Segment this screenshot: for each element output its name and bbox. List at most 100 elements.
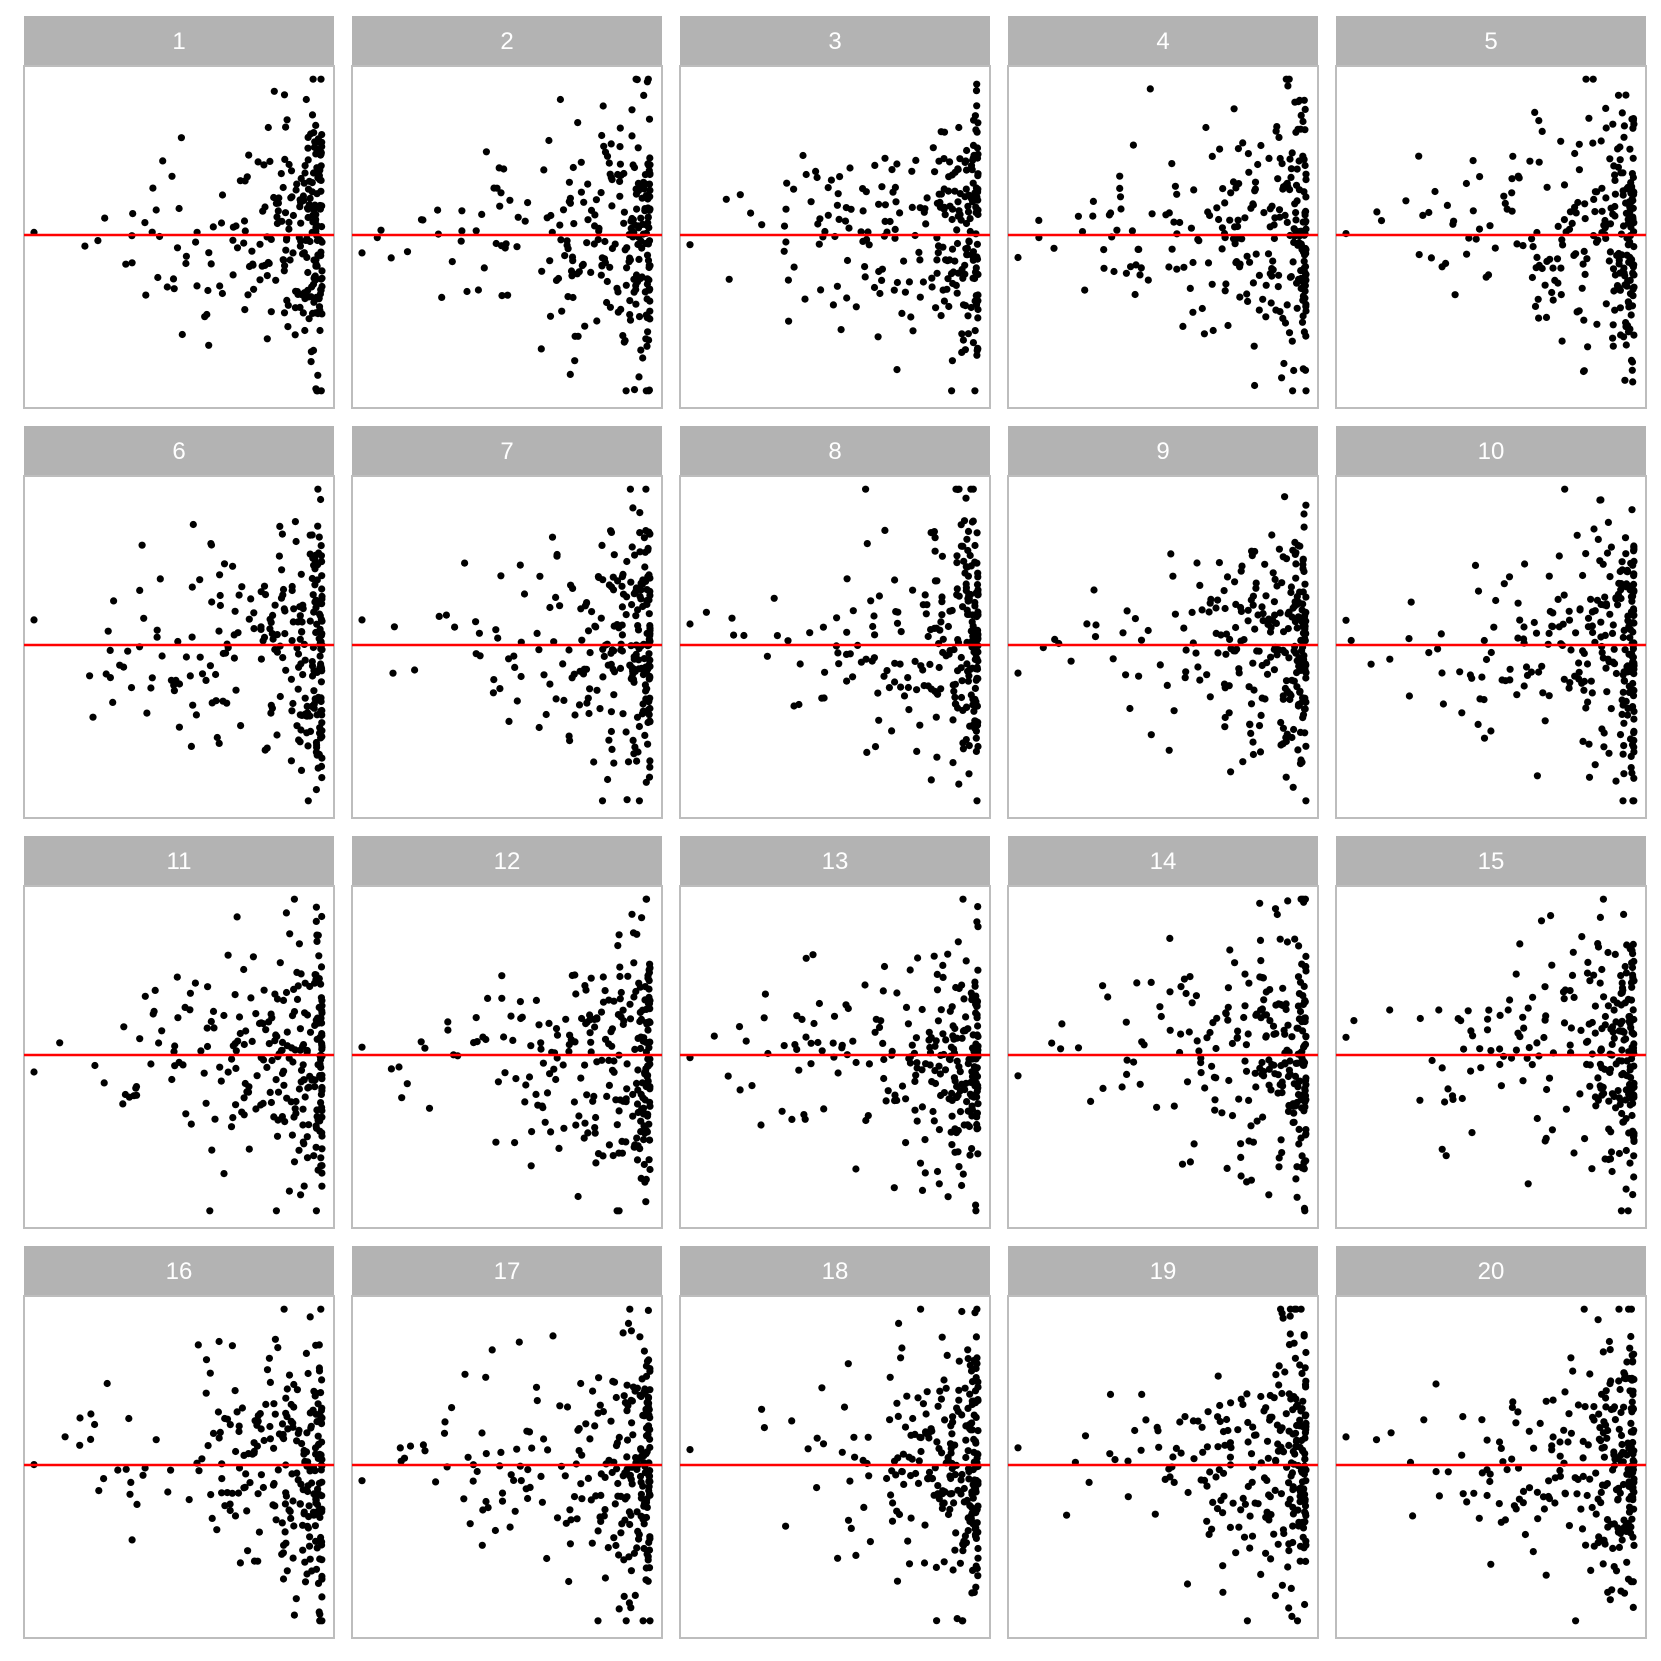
data-point (616, 177, 624, 185)
data-point (1560, 216, 1568, 224)
data-point (1292, 574, 1300, 582)
data-point (1295, 598, 1303, 606)
data-point (632, 300, 640, 308)
data-point (1290, 1109, 1298, 1117)
data-point (1442, 1152, 1450, 1160)
data-point (907, 1514, 915, 1522)
data-point (1588, 608, 1596, 616)
data-point (630, 1549, 639, 1557)
data-point (1271, 1486, 1279, 1494)
data-point (1302, 1541, 1310, 1549)
data-point (595, 227, 603, 235)
data-point (617, 1529, 625, 1537)
data-point (1244, 606, 1252, 614)
data-point (233, 244, 242, 252)
facet-panel-12: 12 (351, 836, 663, 1229)
data-point (597, 271, 605, 279)
data-point (1533, 253, 1541, 261)
data-point (1269, 616, 1277, 625)
data-point (121, 1090, 129, 1099)
data-point (964, 527, 973, 536)
data-point (857, 658, 866, 666)
data-point (559, 1061, 567, 1069)
data-point (240, 217, 249, 225)
data-point (535, 1021, 543, 1029)
data-point (641, 731, 649, 740)
data-point (1301, 665, 1309, 673)
data-point (316, 1491, 324, 1499)
data-point (1435, 1006, 1443, 1014)
data-point (104, 627, 112, 635)
data-point (1290, 366, 1298, 375)
data-point (973, 1109, 982, 1117)
data-point (953, 289, 961, 297)
data-point (1281, 684, 1289, 693)
data-point (595, 1374, 603, 1382)
data-point (974, 611, 982, 619)
facet-strip-label: 17 (494, 1258, 521, 1285)
data-point (938, 1333, 946, 1341)
data-point (153, 633, 161, 641)
data-point (870, 612, 878, 620)
data-point (633, 1134, 641, 1142)
data-point (244, 1547, 252, 1555)
data-point (1244, 617, 1252, 625)
data-point (770, 594, 778, 602)
data-point (127, 1478, 135, 1486)
data-point (636, 1145, 644, 1153)
data-point (1299, 588, 1307, 596)
data-point (1486, 222, 1494, 230)
data-point (971, 602, 979, 610)
data-point (533, 629, 541, 638)
data-point (1247, 596, 1255, 604)
facet-strip (1336, 16, 1646, 66)
data-point (469, 1477, 477, 1485)
data-point (973, 1014, 981, 1022)
data-point (1289, 1118, 1297, 1127)
data-point (974, 1022, 982, 1030)
data-point (818, 1384, 826, 1392)
data-point (218, 289, 226, 298)
data-point (909, 327, 917, 335)
data-point (1263, 1437, 1272, 1445)
data-point (1157, 1012, 1165, 1021)
data-point (475, 629, 483, 637)
facet-strip (352, 16, 662, 66)
data-point (949, 716, 957, 724)
data-point (1497, 1082, 1505, 1090)
data-point (820, 694, 828, 702)
data-point (287, 757, 295, 765)
data-point (308, 111, 317, 119)
data-point (1293, 624, 1301, 632)
data-point (1198, 304, 1206, 313)
data-point (600, 1512, 608, 1520)
data-point (1221, 604, 1229, 613)
data-point (310, 687, 318, 695)
data-point (935, 1445, 943, 1453)
data-point (143, 709, 151, 717)
data-point (905, 706, 913, 714)
data-point (1614, 145, 1622, 153)
data-point (1166, 1026, 1174, 1034)
data-point (318, 1593, 326, 1601)
data-point (778, 1107, 786, 1115)
data-point (266, 1435, 274, 1443)
data-point (1106, 1450, 1114, 1458)
data-point (957, 653, 965, 662)
data-point (1090, 586, 1098, 594)
data-point (1287, 273, 1295, 281)
data-point (547, 1128, 555, 1136)
data-point (203, 1042, 212, 1051)
data-point (296, 738, 304, 746)
data-point (1614, 163, 1622, 171)
data-point (793, 1012, 801, 1020)
facet-strip-label: 7 (500, 438, 513, 465)
data-point (964, 208, 973, 216)
data-point (645, 115, 654, 123)
data-point (581, 1061, 589, 1069)
data-point (608, 1025, 617, 1033)
data-point (821, 668, 829, 676)
data-point (202, 676, 210, 685)
data-point (133, 1500, 141, 1508)
data-point (1179, 322, 1187, 330)
